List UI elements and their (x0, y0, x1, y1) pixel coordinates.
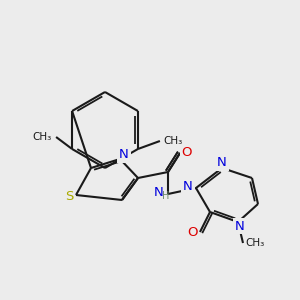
Text: N: N (217, 157, 227, 169)
Text: CH₃: CH₃ (163, 136, 182, 146)
Text: N: N (183, 181, 193, 194)
Text: H: H (162, 191, 170, 201)
Text: CH₃: CH₃ (32, 132, 52, 142)
Text: N: N (154, 187, 164, 200)
Text: N: N (235, 220, 245, 232)
Text: N: N (119, 148, 129, 161)
Text: S: S (65, 190, 73, 202)
Text: O: O (182, 146, 192, 158)
Text: CH₃: CH₃ (245, 238, 264, 248)
Text: O: O (187, 226, 197, 239)
